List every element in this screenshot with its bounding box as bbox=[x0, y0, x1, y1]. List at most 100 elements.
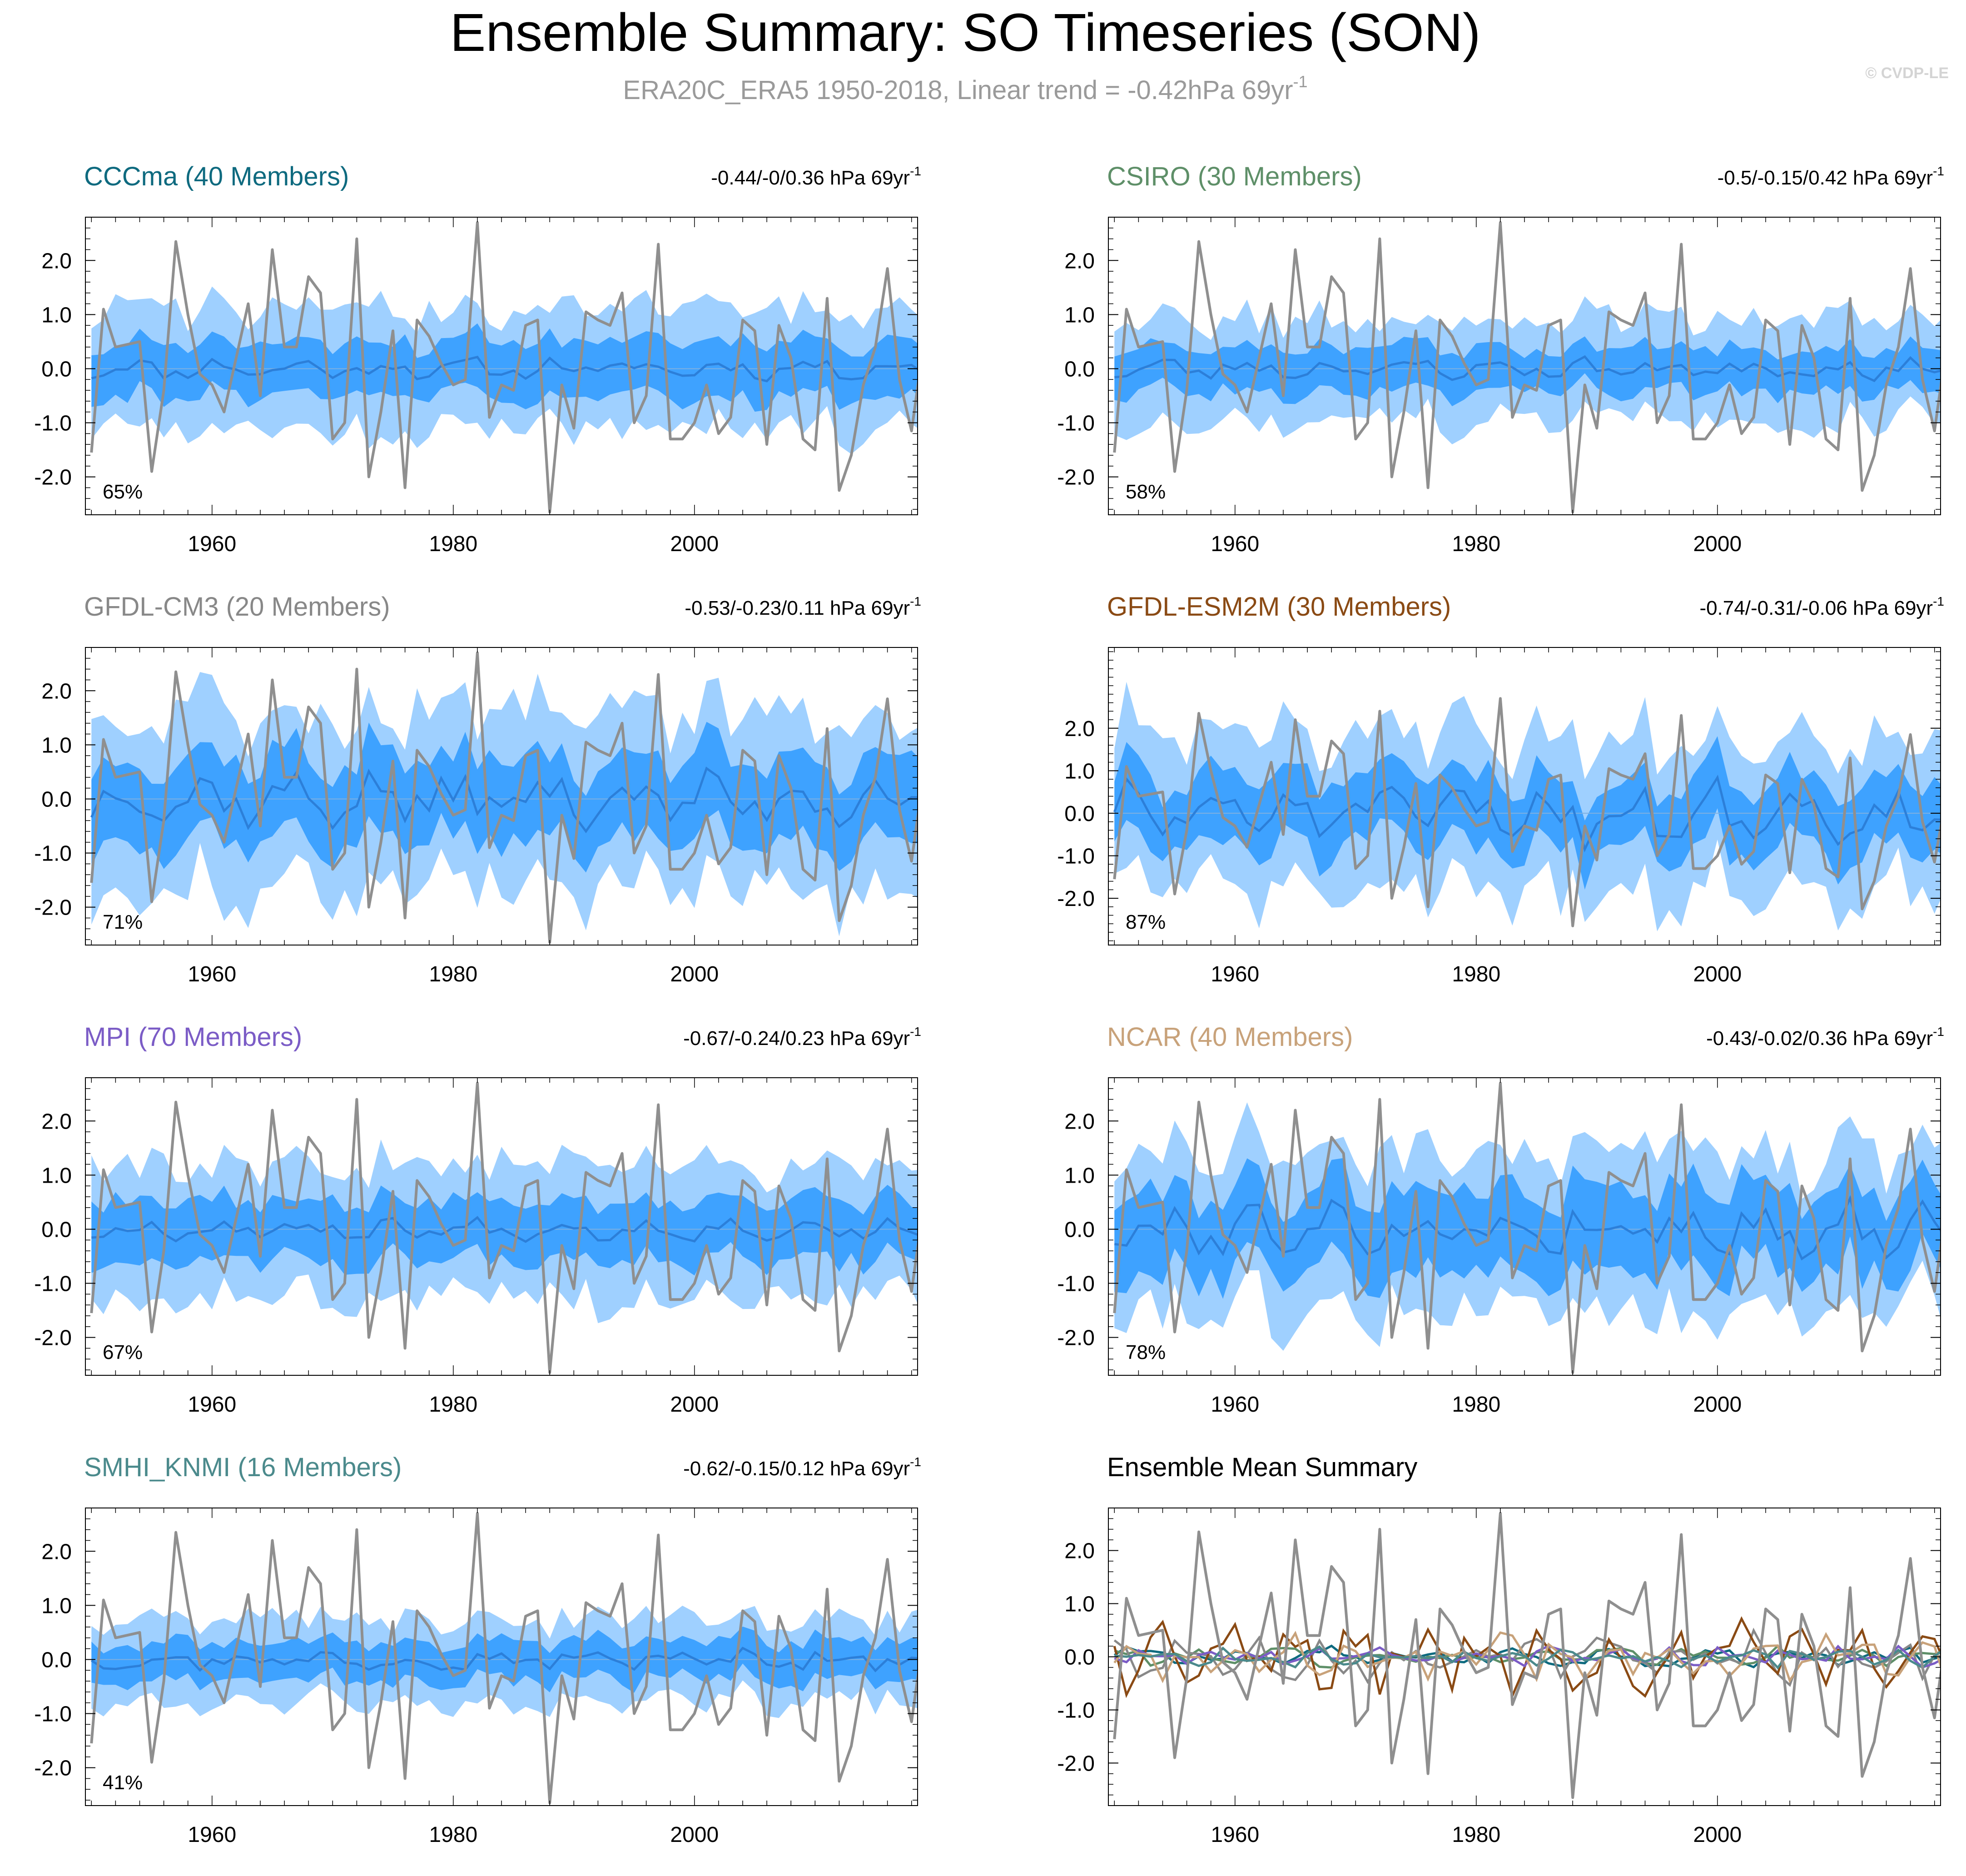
panel-trend-exponent: -1 bbox=[1933, 164, 1944, 178]
x-tick-label: 1960 bbox=[188, 1823, 236, 1847]
chart-panel-1: CSIRO (30 Members) -0.5/-0.15/0.42 hPa 69… bbox=[1057, 162, 1944, 556]
plot-area bbox=[1108, 1081, 1941, 1374]
panel-trend-label: -0.74/-0.31/-0.06 hPa 69yr-1 bbox=[1699, 594, 1944, 619]
observations-line bbox=[1113, 1081, 1941, 1374]
x-tick-label: 1960 bbox=[188, 962, 236, 986]
chart-panel-7: Ensemble Mean Summary 2.0 1.0 0.0 -1.0 -2.0 19… bbox=[1057, 1453, 1941, 1847]
y-tick-label: 2.0 bbox=[41, 249, 72, 273]
figure-subtitle: ERA20C_ERA5 1950-2018, Linear trend = -0… bbox=[623, 72, 1307, 105]
panel-title: NCAR (40 Members) bbox=[1107, 1022, 1353, 1052]
observations-line bbox=[1113, 221, 1941, 513]
panel-trend-exponent: -1 bbox=[910, 164, 921, 178]
x-tick-label: 1980 bbox=[429, 1823, 477, 1847]
x-tick-label: 1960 bbox=[1211, 532, 1259, 556]
observations-line bbox=[90, 1512, 918, 1804]
chart-panel-4: MPI (70 Members) -0.67/-0.24/0.23 hPa 69y… bbox=[34, 1022, 921, 1417]
panel-grid: CCCma (40 Members) -0.44/-0/0.36 hPa 69yr… bbox=[34, 162, 1944, 1847]
y-tick-label: 1.0 bbox=[41, 303, 72, 327]
panel-title: GFDL-ESM2M (30 Members) bbox=[1107, 592, 1451, 622]
ensemble-inner-band bbox=[91, 722, 918, 873]
y-tick-label: 0.0 bbox=[1064, 357, 1095, 381]
percent-label: 67% bbox=[103, 1341, 143, 1363]
x-tick-label: 1980 bbox=[429, 1393, 477, 1417]
x-tick-label: 2000 bbox=[670, 1393, 719, 1417]
percent-label: 41% bbox=[103, 1772, 143, 1794]
y-tick-label: 2.0 bbox=[1064, 717, 1095, 741]
x-tick-label: 2000 bbox=[670, 962, 719, 986]
ensemble-inner-band bbox=[1114, 336, 1941, 407]
panel-trend-text: -0.5/-0.15/0.42 hPa 69yr bbox=[1718, 167, 1933, 189]
panel-title: CCCma (40 Members) bbox=[84, 162, 349, 191]
observations-line bbox=[90, 1081, 918, 1374]
panel-title: GFDL-CM3 (20 Members) bbox=[84, 592, 390, 622]
panel-trend-exponent: -1 bbox=[910, 594, 921, 608]
y-tick-label: -2.0 bbox=[34, 896, 72, 920]
observations-line bbox=[1113, 697, 1941, 927]
y-tick-label: 1.0 bbox=[41, 1164, 72, 1188]
y-tick-label: 2.0 bbox=[1064, 1539, 1095, 1563]
x-tick-label: 1980 bbox=[429, 962, 477, 986]
x-tick-label: 1980 bbox=[1452, 532, 1500, 556]
y-tick-label: 1.0 bbox=[1064, 1592, 1095, 1617]
x-tick-label: 1980 bbox=[1452, 1393, 1500, 1417]
chart-panel-5: NCAR (40 Members) -0.43/-0.02/0.36 hPa 69… bbox=[1057, 1022, 1944, 1417]
panel-trend-exponent: -1 bbox=[910, 1025, 921, 1039]
panel-title: Ensemble Mean Summary bbox=[1107, 1453, 1417, 1482]
x-tick-label: 1960 bbox=[188, 532, 236, 556]
y-tick-label: 1.0 bbox=[1064, 1164, 1095, 1188]
panel-trend-text: -0.74/-0.31/-0.06 hPa 69yr bbox=[1699, 597, 1933, 619]
panel-title: CSIRO (30 Members) bbox=[1107, 162, 1362, 191]
y-tick-label: 2.0 bbox=[41, 1110, 72, 1134]
chart-panel-2: GFDL-CM3 (20 Members) -0.53/-0.23/0.11 hP… bbox=[34, 592, 921, 986]
x-tick-label: 2000 bbox=[1693, 962, 1742, 986]
panel-trend-text: -0.43/-0.02/0.36 hPa 69yr bbox=[1706, 1027, 1933, 1050]
percent-label: 87% bbox=[1126, 911, 1166, 933]
ensemble-mean-line bbox=[90, 1647, 918, 1672]
x-tick-label: 1960 bbox=[188, 1393, 236, 1417]
y-tick-label: -1.0 bbox=[34, 1702, 72, 1727]
y-tick-label: -1.0 bbox=[34, 1272, 72, 1296]
y-tick-label: -2.0 bbox=[1057, 1752, 1095, 1776]
panel-trend-label: -0.67/-0.24/0.23 hPa 69yr-1 bbox=[683, 1025, 921, 1050]
panel-trend-exponent: -1 bbox=[1933, 1025, 1944, 1039]
y-tick-label: 0.0 bbox=[41, 357, 72, 381]
y-tick-label: 0.0 bbox=[1064, 1646, 1095, 1670]
y-tick-label: 1.0 bbox=[41, 733, 72, 757]
y-tick-label: -2.0 bbox=[1057, 466, 1095, 490]
panel-trend-text: -0.62/-0.15/0.12 hPa 69yr bbox=[683, 1458, 910, 1480]
panel-title: SMHI_KNMI (16 Members) bbox=[84, 1453, 402, 1482]
panel-title: MPI (70 Members) bbox=[84, 1022, 302, 1052]
plot-area bbox=[1113, 1512, 1941, 1799]
panel-trend-text: -0.44/-0/0.36 hPa 69yr bbox=[711, 167, 910, 189]
panel-trend-exponent: -1 bbox=[910, 1455, 921, 1469]
y-tick-label: -2.0 bbox=[1057, 1326, 1095, 1350]
ensemble-mean-line bbox=[90, 766, 918, 833]
y-tick-label: 0.0 bbox=[41, 1648, 72, 1672]
model-mean-line-4 bbox=[1114, 1644, 1941, 1669]
panel-trend-label: -0.62/-0.15/0.12 hPa 69yr-1 bbox=[683, 1455, 921, 1480]
panel-trend-label: -0.44/-0/0.36 hPa 69yr-1 bbox=[711, 164, 921, 189]
model-mean-line-3 bbox=[1113, 1616, 1941, 1699]
y-tick-label: -2.0 bbox=[34, 1326, 72, 1350]
y-tick-label: -1.0 bbox=[1057, 412, 1095, 436]
y-tick-label: -1.0 bbox=[1057, 1698, 1095, 1722]
x-tick-label: 1960 bbox=[1211, 1393, 1259, 1417]
y-tick-label: 0.0 bbox=[1064, 1218, 1095, 1242]
y-tick-label: 2.0 bbox=[1064, 249, 1095, 273]
y-tick-label: -1.0 bbox=[34, 412, 72, 436]
x-tick-label: 1960 bbox=[1211, 962, 1259, 986]
plot-area bbox=[1108, 682, 1941, 931]
y-tick-label: 0.0 bbox=[41, 1218, 72, 1242]
y-tick-label: -2.0 bbox=[1057, 887, 1095, 911]
observations-line bbox=[90, 651, 918, 944]
credit-label: © CVDP-LE bbox=[1865, 65, 1949, 82]
plot-area bbox=[85, 651, 918, 944]
y-tick-label: 2.0 bbox=[41, 679, 72, 703]
y-tick-label: 1.0 bbox=[41, 1594, 72, 1618]
percent-label: 58% bbox=[1126, 481, 1166, 503]
panel-trend-exponent: -1 bbox=[1933, 594, 1944, 608]
x-tick-label: 1960 bbox=[1211, 1823, 1259, 1847]
y-tick-label: -2.0 bbox=[34, 1757, 72, 1781]
y-tick-label: -2.0 bbox=[34, 466, 72, 490]
x-tick-label: 1980 bbox=[1452, 962, 1500, 986]
